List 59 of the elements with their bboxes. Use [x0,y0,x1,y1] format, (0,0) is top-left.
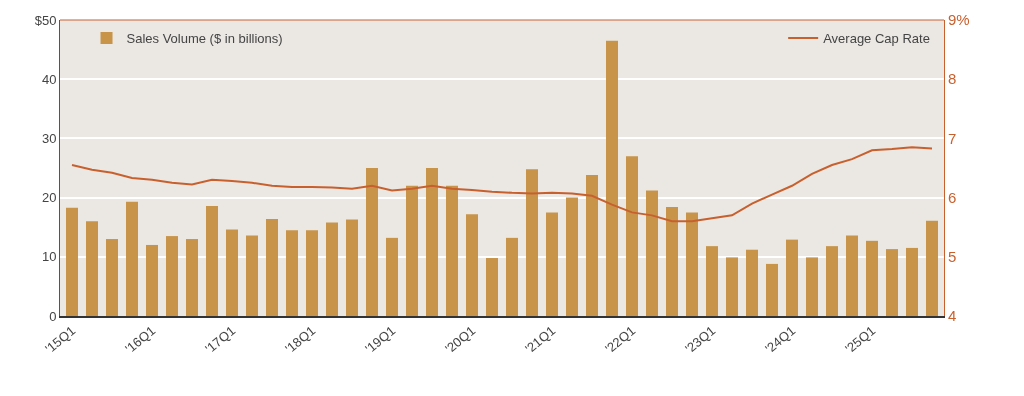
bar [146,244,158,316]
bar [926,220,938,316]
y2-tick-label: 5 [948,248,957,266]
bar [306,230,318,316]
bar [786,239,798,316]
legend-label: Average Cap Rate [823,30,930,46]
y-tick-label: 0 [49,308,57,324]
bar [706,246,718,316]
bar [186,239,198,316]
bar [846,235,858,316]
y2-tick-label: 7 [948,129,957,147]
bar [226,229,238,316]
y2-tick-label: 6 [948,188,957,206]
bar [806,257,818,316]
bar [406,185,418,316]
bar [826,246,838,316]
y2-tick-label: 8 [948,70,957,88]
bar [166,236,178,316]
y-tick-label: 40 [41,71,57,87]
bar [246,235,258,316]
y2-tick-label: 4 [948,307,957,325]
bar [86,221,98,316]
bar [426,168,438,316]
y2-tick-label: 9% [948,11,970,29]
bar [586,175,598,316]
bar [726,257,738,316]
bar [66,207,78,316]
bar [886,249,898,316]
bar [346,219,358,316]
bar [686,212,698,316]
y-tick-label: 10 [41,249,57,265]
y-tick-label: 30 [41,130,57,146]
bar [746,249,758,316]
bar [626,156,638,316]
bar [126,201,138,316]
legend-label: Sales Volume ($ in billions) [126,30,283,46]
line-series [71,146,933,223]
bar [606,40,618,316]
bar [466,214,478,316]
bar [206,205,218,316]
bar [326,222,338,316]
bar [366,168,378,316]
bar [566,197,578,316]
bar [866,240,878,316]
bar [766,263,778,316]
y-tick-label: 20 [41,190,57,206]
bar [646,190,658,316]
bar [446,185,458,316]
y-tick-label: $50 [34,12,57,28]
bar [106,239,118,316]
bar [906,247,918,316]
bar [386,237,398,316]
bar [526,169,538,316]
bar [506,237,518,316]
bar [546,212,558,316]
bar [486,257,498,316]
bar [266,218,278,316]
bar [286,230,298,316]
bar [666,207,678,316]
